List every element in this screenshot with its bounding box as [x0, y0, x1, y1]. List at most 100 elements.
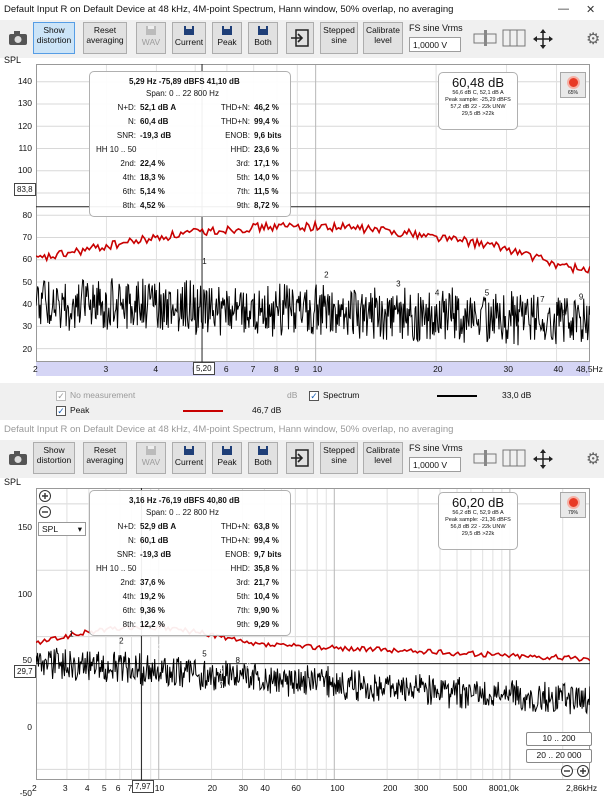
record-icon	[567, 76, 580, 89]
overlay-cell: 3rd:	[236, 578, 250, 587]
reset-averaging-button[interactable]: Reset averaging	[83, 442, 127, 474]
record-button[interactable]: 79%	[560, 492, 586, 518]
export-button[interactable]	[286, 22, 314, 54]
layout-grid-icon[interactable]	[502, 29, 526, 47]
y-tick-label: 100	[17, 588, 32, 599]
show-distortion-button[interactable]: Show distortion	[33, 22, 75, 54]
spl-select[interactable]: SPL ▾	[38, 522, 86, 536]
overlay-cell: HHD:	[230, 564, 250, 573]
cursor-y-value: 29,7	[14, 665, 36, 678]
stepped-sine-button[interactable]: Stepped sine	[320, 22, 358, 54]
overlay-cell: 9th:	[236, 201, 250, 210]
overlay-header: 5,29 Hz -75,89 dBFS 41,10 dB	[129, 77, 240, 86]
overlay-cell: SNR:	[116, 131, 136, 140]
spectrum-legend-value: 33,0 dB	[502, 390, 532, 400]
overlay-cell: THD+N:	[220, 536, 250, 545]
y-tick-label: 140	[17, 76, 32, 86]
x-tick-label: 6	[223, 364, 229, 374]
show-distortion-button[interactable]: Show distortion	[33, 442, 75, 474]
x-tick-label: 500	[453, 783, 468, 793]
export-button[interactable]	[286, 442, 314, 474]
gear-icon[interactable]: ⚙	[586, 31, 601, 48]
overlay-cell: ENOB:	[225, 131, 250, 140]
both-button[interactable]: Both	[248, 442, 278, 474]
harmonic-marker: 5	[485, 288, 490, 297]
y-tick-label: 130	[17, 98, 32, 109]
level-value: 60,20 dB	[451, 495, 505, 510]
move-arrows-icon[interactable]	[532, 28, 554, 50]
no-measurement-label: No measurement	[70, 390, 136, 400]
x-tick-label: 2,86kHz	[566, 783, 598, 793]
overlay-cell: 7th:	[236, 187, 250, 196]
overlay-cell: 6th:	[122, 187, 136, 196]
peak-legend-label: Peak	[70, 405, 90, 415]
y-tick-label: -50	[19, 788, 32, 798]
overlay-cell: -19,3 dB	[140, 131, 172, 140]
level-line: Peak sample: -25,29 dBFS	[445, 97, 511, 103]
overlay-cell: 37,6 %	[140, 578, 165, 587]
stepped-sine-button[interactable]: Stepped sine	[320, 442, 358, 474]
overlay-cell: 52,1 dB A	[140, 103, 177, 112]
gear-icon[interactable]: ⚙	[586, 451, 601, 468]
camera-icon[interactable]	[8, 450, 28, 466]
overlay-span: Span: 0 .. 22 800 Hz	[146, 89, 219, 98]
record-percent: 79%	[567, 510, 578, 516]
minimize-icon[interactable]: —	[558, 3, 569, 15]
overlay-cell: 21,7 %	[254, 578, 279, 587]
save-icon	[222, 446, 232, 455]
close-icon[interactable]: ✕	[586, 4, 596, 16]
overlay-cell: 2nd:	[120, 578, 136, 587]
x-zoom-controls	[561, 765, 589, 777]
fs-sine-field[interactable]: 1,0000 V	[409, 457, 461, 472]
overlay-cell: -19,3 dB	[140, 550, 172, 559]
overlay-cell: THD+N:	[220, 117, 250, 126]
peak-checkbox[interactable]: ✓	[56, 406, 66, 416]
overlay-cell: THD+N:	[220, 103, 250, 112]
layout-single-icon[interactable]	[472, 450, 498, 466]
zoom-preset-20-20000[interactable]: 20 .. 20 000	[526, 749, 592, 763]
current-button[interactable]: Current	[172, 22, 206, 54]
x-tick-label: 5	[101, 783, 107, 793]
harmonic-marker: 8	[562, 308, 567, 317]
peak-button[interactable]: Peak	[212, 22, 242, 54]
calibrate-level-button[interactable]: Calibrate level	[363, 22, 403, 54]
y-axis-title: SPL	[4, 55, 22, 65]
both-button[interactable]: Both	[248, 22, 278, 54]
fs-sine-field[interactable]: 1,0000 V	[409, 37, 461, 52]
overlay-cell: 22,4 %	[140, 159, 165, 168]
spectrum-checkbox[interactable]: ✓	[309, 391, 319, 401]
cursor-x-value: 5,20	[193, 362, 215, 375]
x-tick-label: 60	[291, 783, 301, 793]
wav-button[interactable]: WAV	[136, 442, 166, 474]
y-tick-label: 120	[17, 120, 32, 131]
reset-averaging-button[interactable]: Reset averaging	[83, 22, 127, 54]
x-tick-label: 20	[433, 364, 443, 374]
y-tick-label: 70	[22, 232, 32, 243]
cursor-x-value: 7,97	[132, 780, 154, 793]
calibrate-level-button[interactable]: Calibrate level	[363, 442, 403, 474]
layout-grid-icon[interactable]	[502, 449, 526, 467]
overlay-cell: 99,4 %	[254, 536, 279, 545]
overlay-cell: 8th:	[122, 201, 136, 210]
layout-single-icon[interactable]	[472, 30, 498, 46]
x-tick-label: 6	[115, 783, 121, 793]
overlay-cell: 60,1 dB	[140, 536, 169, 545]
camera-icon[interactable]	[8, 30, 28, 46]
save-icon	[184, 26, 194, 35]
x-tick-label: 3	[103, 364, 109, 374]
level-line: 29,5 dB >22k	[461, 531, 495, 537]
overlay-cell: 2nd:	[120, 159, 136, 168]
title-bar: Default Input R on Default Device at 48 …	[0, 0, 604, 20]
harmonic-marker: 1	[202, 257, 207, 266]
zoom-preset-10-200[interactable]: 10 .. 200	[526, 732, 592, 746]
overlay-cell: 11,5 %	[254, 187, 279, 196]
record-button[interactable]: 65%	[560, 72, 586, 98]
no-measurement-checkbox[interactable]: ✓	[56, 391, 66, 401]
wav-button[interactable]: WAV	[136, 22, 166, 54]
legend-panel: ✓ No measurement dB ✓ Peak 46,7 dB ✓ Spe…	[0, 383, 604, 420]
overlay-cell: 4th:	[122, 592, 136, 601]
overlay-cell: 9,6 bits	[254, 131, 282, 140]
move-arrows-icon[interactable]	[532, 448, 554, 470]
current-button[interactable]: Current	[172, 442, 206, 474]
peak-button[interactable]: Peak	[212, 442, 242, 474]
